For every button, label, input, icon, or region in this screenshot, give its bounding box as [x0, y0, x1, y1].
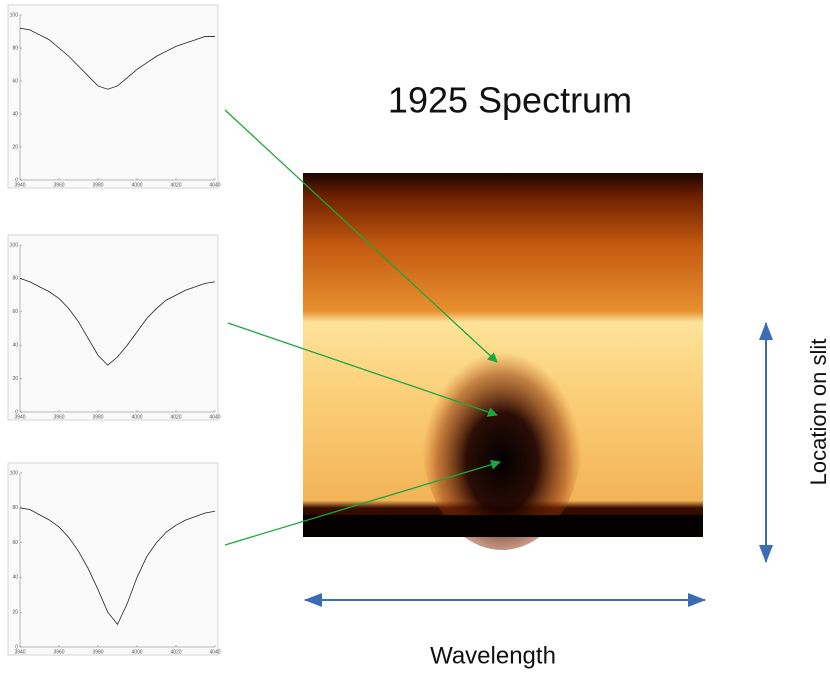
y-tick-label: 40	[12, 575, 18, 581]
chart-frame	[7, 462, 219, 656]
x-tick-label: 3980	[92, 182, 103, 188]
y-tick-label: 20	[12, 376, 18, 382]
y-tick-label: 80	[12, 505, 18, 511]
chart-frame	[7, 4, 219, 189]
title: 1925 Spectrum	[388, 80, 632, 121]
x-tick-label: 3940	[14, 182, 25, 188]
y-tick-label: 60	[12, 78, 18, 84]
x-tick-label: 3940	[14, 649, 25, 655]
x-tick-label: 3960	[53, 649, 64, 655]
x-tick-label: 4040	[209, 414, 220, 420]
y-tick-label: 0	[15, 409, 18, 415]
x-tick-label: 3980	[92, 414, 103, 420]
x-tick-label: 4020	[170, 649, 181, 655]
x-tick-label: 3940	[14, 414, 25, 420]
y-tick-label: 60	[12, 309, 18, 315]
y-tick-label: 100	[10, 12, 19, 18]
y-tick-label: 100	[10, 242, 19, 248]
pointer-arrows	[224, 109, 501, 546]
y-tick-label: 40	[12, 111, 18, 117]
y-label: Location on slit	[806, 339, 830, 486]
y-tick-label: 20	[12, 144, 18, 150]
y-tick-label: 100	[10, 470, 19, 476]
x-tick-label: 3960	[53, 182, 64, 188]
x-tick-label: 4000	[131, 182, 142, 188]
spectrum-image	[303, 173, 703, 550]
x-tick-label: 4040	[209, 182, 220, 188]
x-tick-label: 4020	[170, 182, 181, 188]
y-tick-label: 20	[12, 610, 18, 616]
x-tick-label: 4040	[209, 649, 220, 655]
x-label: Wavelength	[430, 642, 556, 669]
y-tick-label: 80	[12, 45, 18, 51]
y-tick-label: 40	[12, 343, 18, 349]
data-line	[19, 27, 215, 90]
x-tick-label: 4020	[170, 414, 181, 420]
spectrum-profile-chart: 0 20 40 60 80 100 3940 3960 3980 4000 4020 4040	[7, 234, 221, 421]
chart-frame	[7, 234, 219, 421]
x-tick-label: 4000	[131, 649, 142, 655]
spectrum-profile-chart: 0 20 40 60 80 100 3940 3960 3980 4000 4020 4040	[7, 4, 221, 189]
y-tick-label: 0	[15, 177, 18, 183]
data-line	[19, 507, 216, 626]
spectrum-profile-chart: 0 20 40 60 80 100 3940 3960 3980 4000 4020 4040	[7, 462, 221, 656]
y-tick-label: 0	[15, 644, 18, 650]
x-tick-label: 3980	[92, 649, 103, 655]
y-tick-label: 80	[12, 276, 18, 282]
y-tick-label: 60	[12, 540, 18, 546]
data-line	[19, 278, 216, 366]
x-tick-label: 3960	[53, 414, 64, 420]
x-tick-label: 4000	[131, 414, 142, 420]
